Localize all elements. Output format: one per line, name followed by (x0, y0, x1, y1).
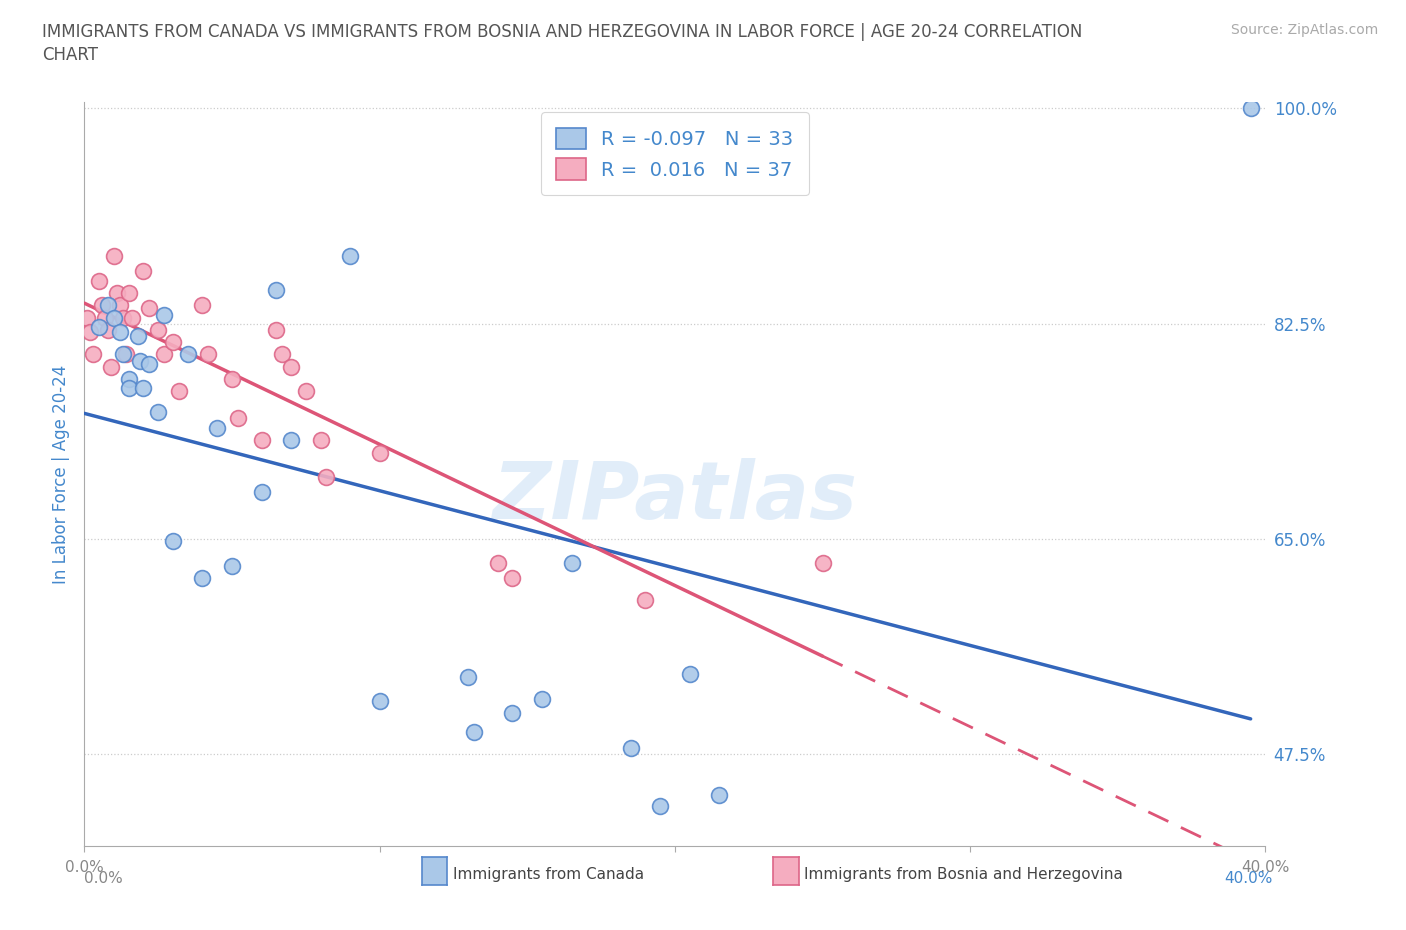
Point (226, 411, 249, 426)
Point (501, 571, 523, 586)
Point (191, 571, 214, 586)
Point (87, 273, 111, 288)
Point (463, 724, 485, 739)
Point (280, 359, 302, 374)
Point (368, 445, 391, 460)
Point (1240, 101, 1263, 116)
Point (221, 372, 243, 387)
Point (153, 308, 176, 323)
Point (162, 534, 184, 549)
Point (167, 384, 190, 399)
Point (457, 670, 479, 684)
Point (138, 357, 160, 372)
Point (129, 353, 152, 368)
Point (309, 433, 332, 448)
Point (118, 372, 141, 387)
Point (132, 380, 155, 395)
Point (280, 433, 302, 448)
Legend: R = -0.097   N = 33, R =  0.016   N = 37: R = -0.097 N = 33, R = 0.016 N = 37 (541, 112, 808, 195)
Text: 40.0%: 40.0% (1225, 871, 1272, 886)
Point (811, 556, 834, 571)
Point (205, 420, 228, 435)
Point (271, 347, 294, 362)
Point (121, 310, 143, 325)
Point (87, 320, 111, 335)
Point (197, 347, 219, 362)
Point (295, 384, 318, 399)
Point (111, 347, 134, 362)
Point (148, 405, 170, 419)
Point (118, 380, 141, 395)
Point (339, 248, 361, 263)
Point (82, 347, 104, 362)
Point (127, 328, 149, 343)
Point (250, 433, 273, 448)
Point (264, 283, 288, 298)
Point (634, 593, 657, 608)
Point (105, 286, 128, 300)
Point (177, 347, 200, 362)
Point (108, 325, 131, 339)
Point (530, 691, 553, 706)
Point (111, 310, 134, 325)
Point (100, 359, 122, 374)
Point (560, 556, 583, 571)
Text: ZIPatlas: ZIPatlas (492, 458, 858, 536)
Text: IMMIGRANTS FROM CANADA VS IMMIGRANTS FROM BOSNIA AND HERZEGOVINA IN LABOR FORCE : IMMIGRANTS FROM CANADA VS IMMIGRANTS FRO… (42, 23, 1083, 41)
Point (132, 263, 155, 278)
Point (153, 347, 176, 362)
Point (97, 298, 120, 312)
Point (94, 310, 117, 325)
Text: Source: ZipAtlas.com: Source: ZipAtlas.com (1230, 23, 1378, 37)
Point (221, 559, 243, 574)
Point (97, 323, 120, 338)
Y-axis label: In Labor Force | Age 20-24: In Labor Force | Age 20-24 (52, 365, 70, 584)
Point (162, 335, 184, 350)
Point (79, 325, 101, 339)
Point (368, 694, 391, 709)
Point (315, 470, 337, 485)
Point (118, 286, 141, 300)
Point (501, 706, 523, 721)
Point (148, 323, 170, 338)
Text: 0.0%: 0.0% (84, 871, 124, 886)
Point (709, 787, 731, 802)
Text: Immigrants from Bosnia and Herzegovina: Immigrants from Bosnia and Herzegovina (804, 867, 1123, 882)
Point (108, 298, 131, 312)
Point (678, 667, 700, 682)
Point (138, 300, 160, 315)
Point (486, 556, 509, 571)
Point (648, 798, 672, 813)
Point (250, 485, 273, 499)
Point (191, 298, 214, 312)
Point (114, 347, 136, 362)
Point (91, 298, 114, 312)
Point (619, 740, 641, 755)
Point (103, 310, 125, 325)
Point (76, 310, 98, 325)
Point (103, 248, 125, 263)
Point (264, 323, 288, 338)
Text: Immigrants from Canada: Immigrants from Canada (453, 867, 644, 882)
Text: CHART: CHART (42, 46, 98, 64)
